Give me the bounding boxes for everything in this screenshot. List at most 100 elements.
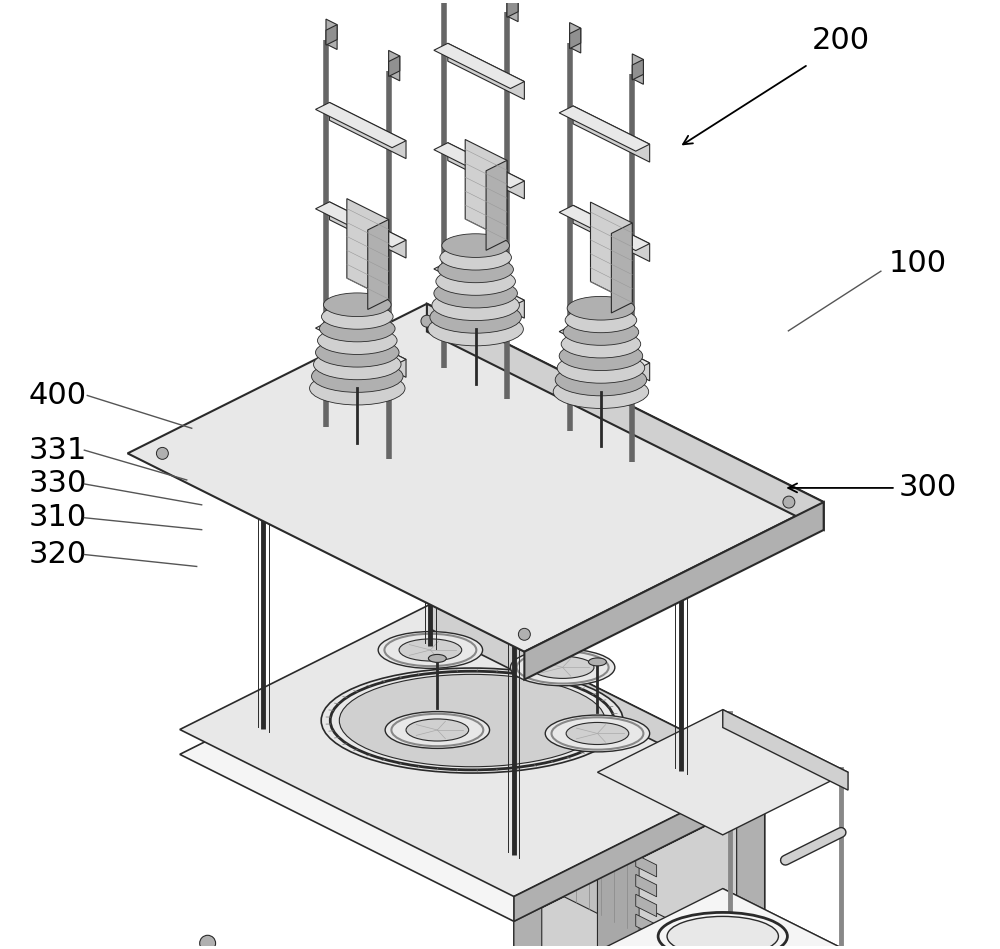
Polygon shape (507, 0, 518, 22)
Ellipse shape (545, 716, 650, 752)
Circle shape (422, 824, 438, 840)
Polygon shape (636, 854, 657, 877)
Ellipse shape (589, 658, 606, 666)
Circle shape (518, 628, 530, 641)
Polygon shape (326, 19, 337, 49)
Polygon shape (723, 888, 848, 949)
Ellipse shape (667, 917, 778, 949)
Polygon shape (316, 321, 406, 366)
Polygon shape (430, 629, 765, 814)
Polygon shape (434, 44, 524, 88)
Ellipse shape (318, 326, 397, 355)
Text: 331: 331 (28, 436, 87, 465)
Polygon shape (573, 205, 650, 262)
Polygon shape (514, 772, 765, 921)
Ellipse shape (434, 279, 517, 307)
Ellipse shape (321, 304, 393, 329)
Circle shape (783, 496, 795, 508)
Ellipse shape (339, 675, 605, 767)
Polygon shape (507, 0, 518, 17)
Circle shape (421, 315, 433, 327)
Ellipse shape (553, 375, 649, 408)
Polygon shape (700, 791, 717, 800)
Ellipse shape (566, 722, 629, 745)
Polygon shape (597, 710, 848, 835)
Circle shape (156, 447, 168, 459)
Ellipse shape (559, 342, 643, 370)
Ellipse shape (567, 296, 635, 320)
Ellipse shape (399, 639, 462, 661)
Polygon shape (180, 629, 765, 921)
Ellipse shape (312, 361, 403, 392)
Text: 330: 330 (28, 470, 87, 498)
Polygon shape (430, 605, 765, 796)
Polygon shape (326, 25, 337, 46)
Polygon shape (559, 325, 650, 370)
Text: 400: 400 (28, 381, 87, 410)
Polygon shape (524, 502, 824, 679)
Text: 310: 310 (28, 503, 87, 532)
Ellipse shape (531, 657, 594, 679)
Polygon shape (128, 304, 824, 652)
Ellipse shape (421, 574, 439, 583)
Polygon shape (486, 160, 507, 251)
Ellipse shape (316, 338, 399, 367)
Polygon shape (368, 219, 389, 309)
Polygon shape (737, 782, 765, 949)
Polygon shape (434, 142, 524, 188)
Ellipse shape (432, 290, 519, 321)
Polygon shape (573, 106, 650, 162)
Ellipse shape (430, 301, 521, 333)
Ellipse shape (436, 268, 515, 295)
Ellipse shape (563, 319, 639, 345)
Polygon shape (347, 198, 389, 299)
Ellipse shape (565, 307, 637, 333)
Polygon shape (180, 605, 765, 897)
Ellipse shape (557, 353, 645, 383)
Polygon shape (448, 44, 524, 100)
Ellipse shape (314, 349, 401, 380)
Polygon shape (389, 50, 400, 81)
Polygon shape (723, 710, 848, 791)
Polygon shape (632, 54, 643, 84)
Text: 100: 100 (889, 249, 947, 278)
Ellipse shape (438, 256, 513, 283)
Ellipse shape (658, 912, 787, 949)
Polygon shape (422, 653, 439, 661)
Polygon shape (329, 321, 406, 378)
Polygon shape (448, 142, 524, 199)
Polygon shape (514, 907, 542, 949)
Polygon shape (636, 914, 657, 937)
Ellipse shape (406, 719, 469, 741)
Polygon shape (389, 56, 400, 77)
Ellipse shape (378, 632, 483, 668)
Polygon shape (611, 223, 632, 313)
Polygon shape (570, 28, 581, 48)
Ellipse shape (554, 592, 572, 600)
Polygon shape (597, 888, 848, 949)
Polygon shape (559, 106, 650, 151)
Polygon shape (500, 765, 639, 935)
Ellipse shape (510, 649, 615, 686)
Text: 300: 300 (898, 474, 957, 502)
Ellipse shape (323, 293, 391, 317)
Polygon shape (430, 800, 765, 949)
Ellipse shape (442, 233, 509, 257)
Polygon shape (434, 262, 524, 307)
Ellipse shape (310, 372, 405, 405)
Polygon shape (570, 23, 581, 53)
Polygon shape (316, 102, 406, 148)
Polygon shape (559, 205, 650, 251)
Text: 320: 320 (28, 540, 87, 569)
Polygon shape (316, 202, 406, 247)
Ellipse shape (428, 312, 523, 345)
Polygon shape (737, 796, 765, 949)
Polygon shape (636, 874, 657, 897)
Polygon shape (464, 771, 481, 779)
Polygon shape (597, 835, 639, 949)
Polygon shape (329, 102, 406, 158)
Ellipse shape (385, 712, 490, 749)
Text: 200: 200 (812, 26, 870, 55)
Polygon shape (573, 325, 650, 381)
Ellipse shape (440, 245, 511, 270)
